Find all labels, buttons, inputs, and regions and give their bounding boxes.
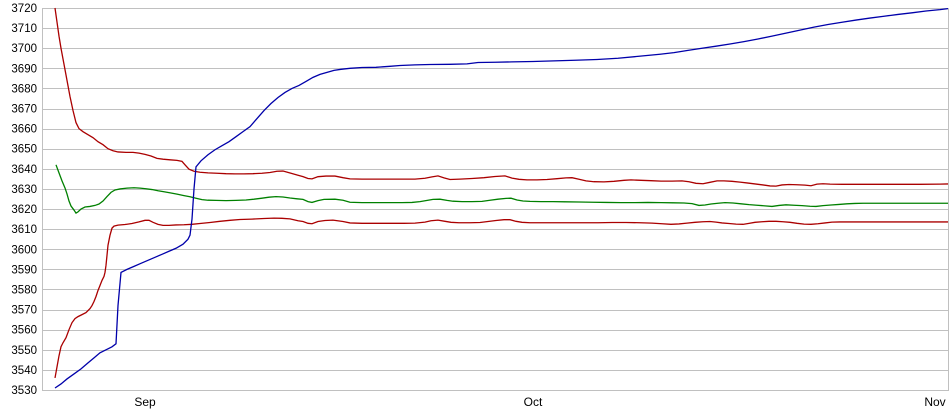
y-axis-tick-label: 3660: [11, 124, 37, 136]
y-axis-tick-label: 3540: [11, 365, 37, 377]
y-axis-tick-label: 3580: [11, 284, 37, 296]
y-axis-tick-label: 3640: [11, 164, 37, 176]
y-axis-tick-label: 3600: [11, 244, 37, 256]
y-axis-tick-label: 3650: [11, 144, 37, 156]
y-axis-tick-label: 3620: [11, 204, 37, 216]
y-axis-tick-label: 3680: [11, 83, 37, 95]
series-middle-band-green: [55, 164, 948, 214]
y-axis-tick-label: 3570: [11, 305, 37, 317]
y-axis-tick-label: 3610: [11, 224, 37, 236]
y-axis-tick-label: 3670: [11, 104, 37, 116]
x-axis-month-label: Sep: [134, 395, 156, 409]
y-axis-tick-label: 3630: [11, 184, 37, 196]
series-lower-band-dark-red: [54, 217, 948, 379]
y-axis-tick-label: 3700: [11, 43, 37, 55]
series-upper-band-dark-red: [54, 7, 949, 187]
series-price-line-blue: [54, 7, 949, 389]
y-axis-tick-label: 3720: [11, 3, 37, 15]
x-axis-month-label: Nov: [924, 395, 945, 409]
y-axis-tick-label: 3710: [11, 23, 37, 35]
y-axis-tick-label: 3560: [11, 325, 37, 337]
y-axis-tick-label: 3590: [11, 264, 37, 276]
x-axis-month-label: Oct: [524, 395, 543, 409]
y-axis-tick-label: 3530: [11, 385, 37, 397]
y-axis-tick-label: 3690: [11, 63, 37, 75]
y-axis-tick-label: 3550: [11, 345, 37, 357]
